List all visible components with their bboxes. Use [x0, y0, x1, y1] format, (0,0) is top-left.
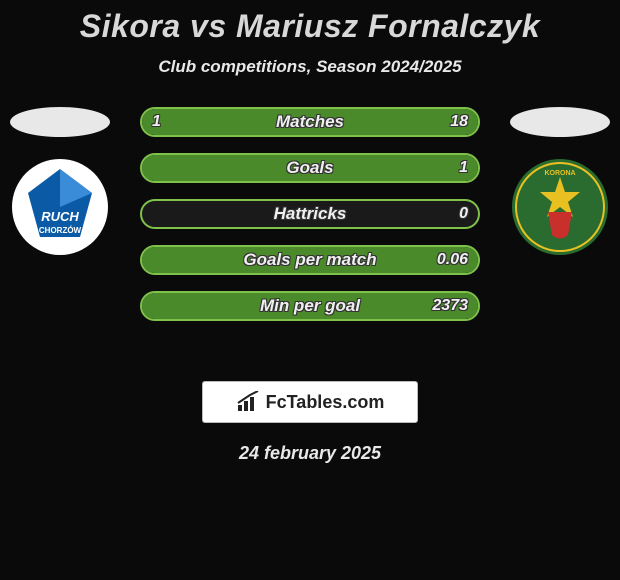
stats-block: Matches118Goals1Hattricks0Goals per matc…: [140, 107, 480, 337]
stat-label: Goals per match: [140, 245, 480, 275]
stat-row: Goals1: [140, 153, 480, 183]
brand-badge: FcTables.com: [202, 381, 418, 423]
comparison-title: Sikora vs Mariusz Fornalczyk: [0, 8, 620, 45]
stat-row: Matches1 18: [140, 107, 480, 137]
player-photo-placeholder: [510, 107, 610, 137]
club-logo-right: KORONA: [510, 157, 610, 257]
player-right: KORONA: [510, 107, 610, 257]
stat-value-right: 0.06: [437, 245, 468, 275]
stat-value-right: 2373: [432, 291, 468, 321]
stat-value-right: 0: [459, 199, 468, 229]
stat-label: Hattricks: [140, 199, 480, 229]
stat-label: Goals: [140, 153, 480, 183]
stat-value-left: 1: [152, 107, 161, 137]
stat-row: Min per goal2373: [140, 291, 480, 321]
date-line: 24 february 2025: [0, 443, 620, 464]
svg-text:KORONA: KORONA: [544, 170, 575, 177]
comparison-subtitle: Club competitions, Season 2024/2025: [0, 57, 620, 77]
brand-text: FcTables.com: [266, 392, 385, 413]
svg-text:CHORZÓW: CHORZÓW: [39, 226, 82, 235]
stat-label: Matches: [140, 107, 480, 137]
stat-row: Hattricks0: [140, 199, 480, 229]
player-photo-placeholder: [10, 107, 110, 137]
brand-chart-icon: [236, 391, 262, 413]
comparison-area: RUCH CHORZÓW KORONA Matches118Goals1Hatt…: [0, 107, 620, 357]
stat-value-right: 1: [459, 153, 468, 183]
stat-label: Min per goal: [140, 291, 480, 321]
stat-value-right: 18: [450, 107, 468, 137]
stat-row: Goals per match0.06: [140, 245, 480, 275]
club-logo-left: RUCH CHORZÓW: [10, 157, 110, 257]
player-left: RUCH CHORZÓW: [10, 107, 110, 257]
svg-text:RUCH: RUCH: [41, 209, 79, 224]
